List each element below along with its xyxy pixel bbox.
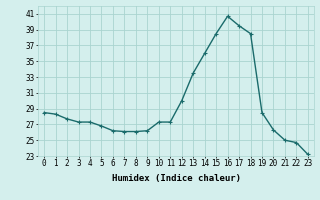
X-axis label: Humidex (Indice chaleur): Humidex (Indice chaleur) [111, 174, 241, 183]
